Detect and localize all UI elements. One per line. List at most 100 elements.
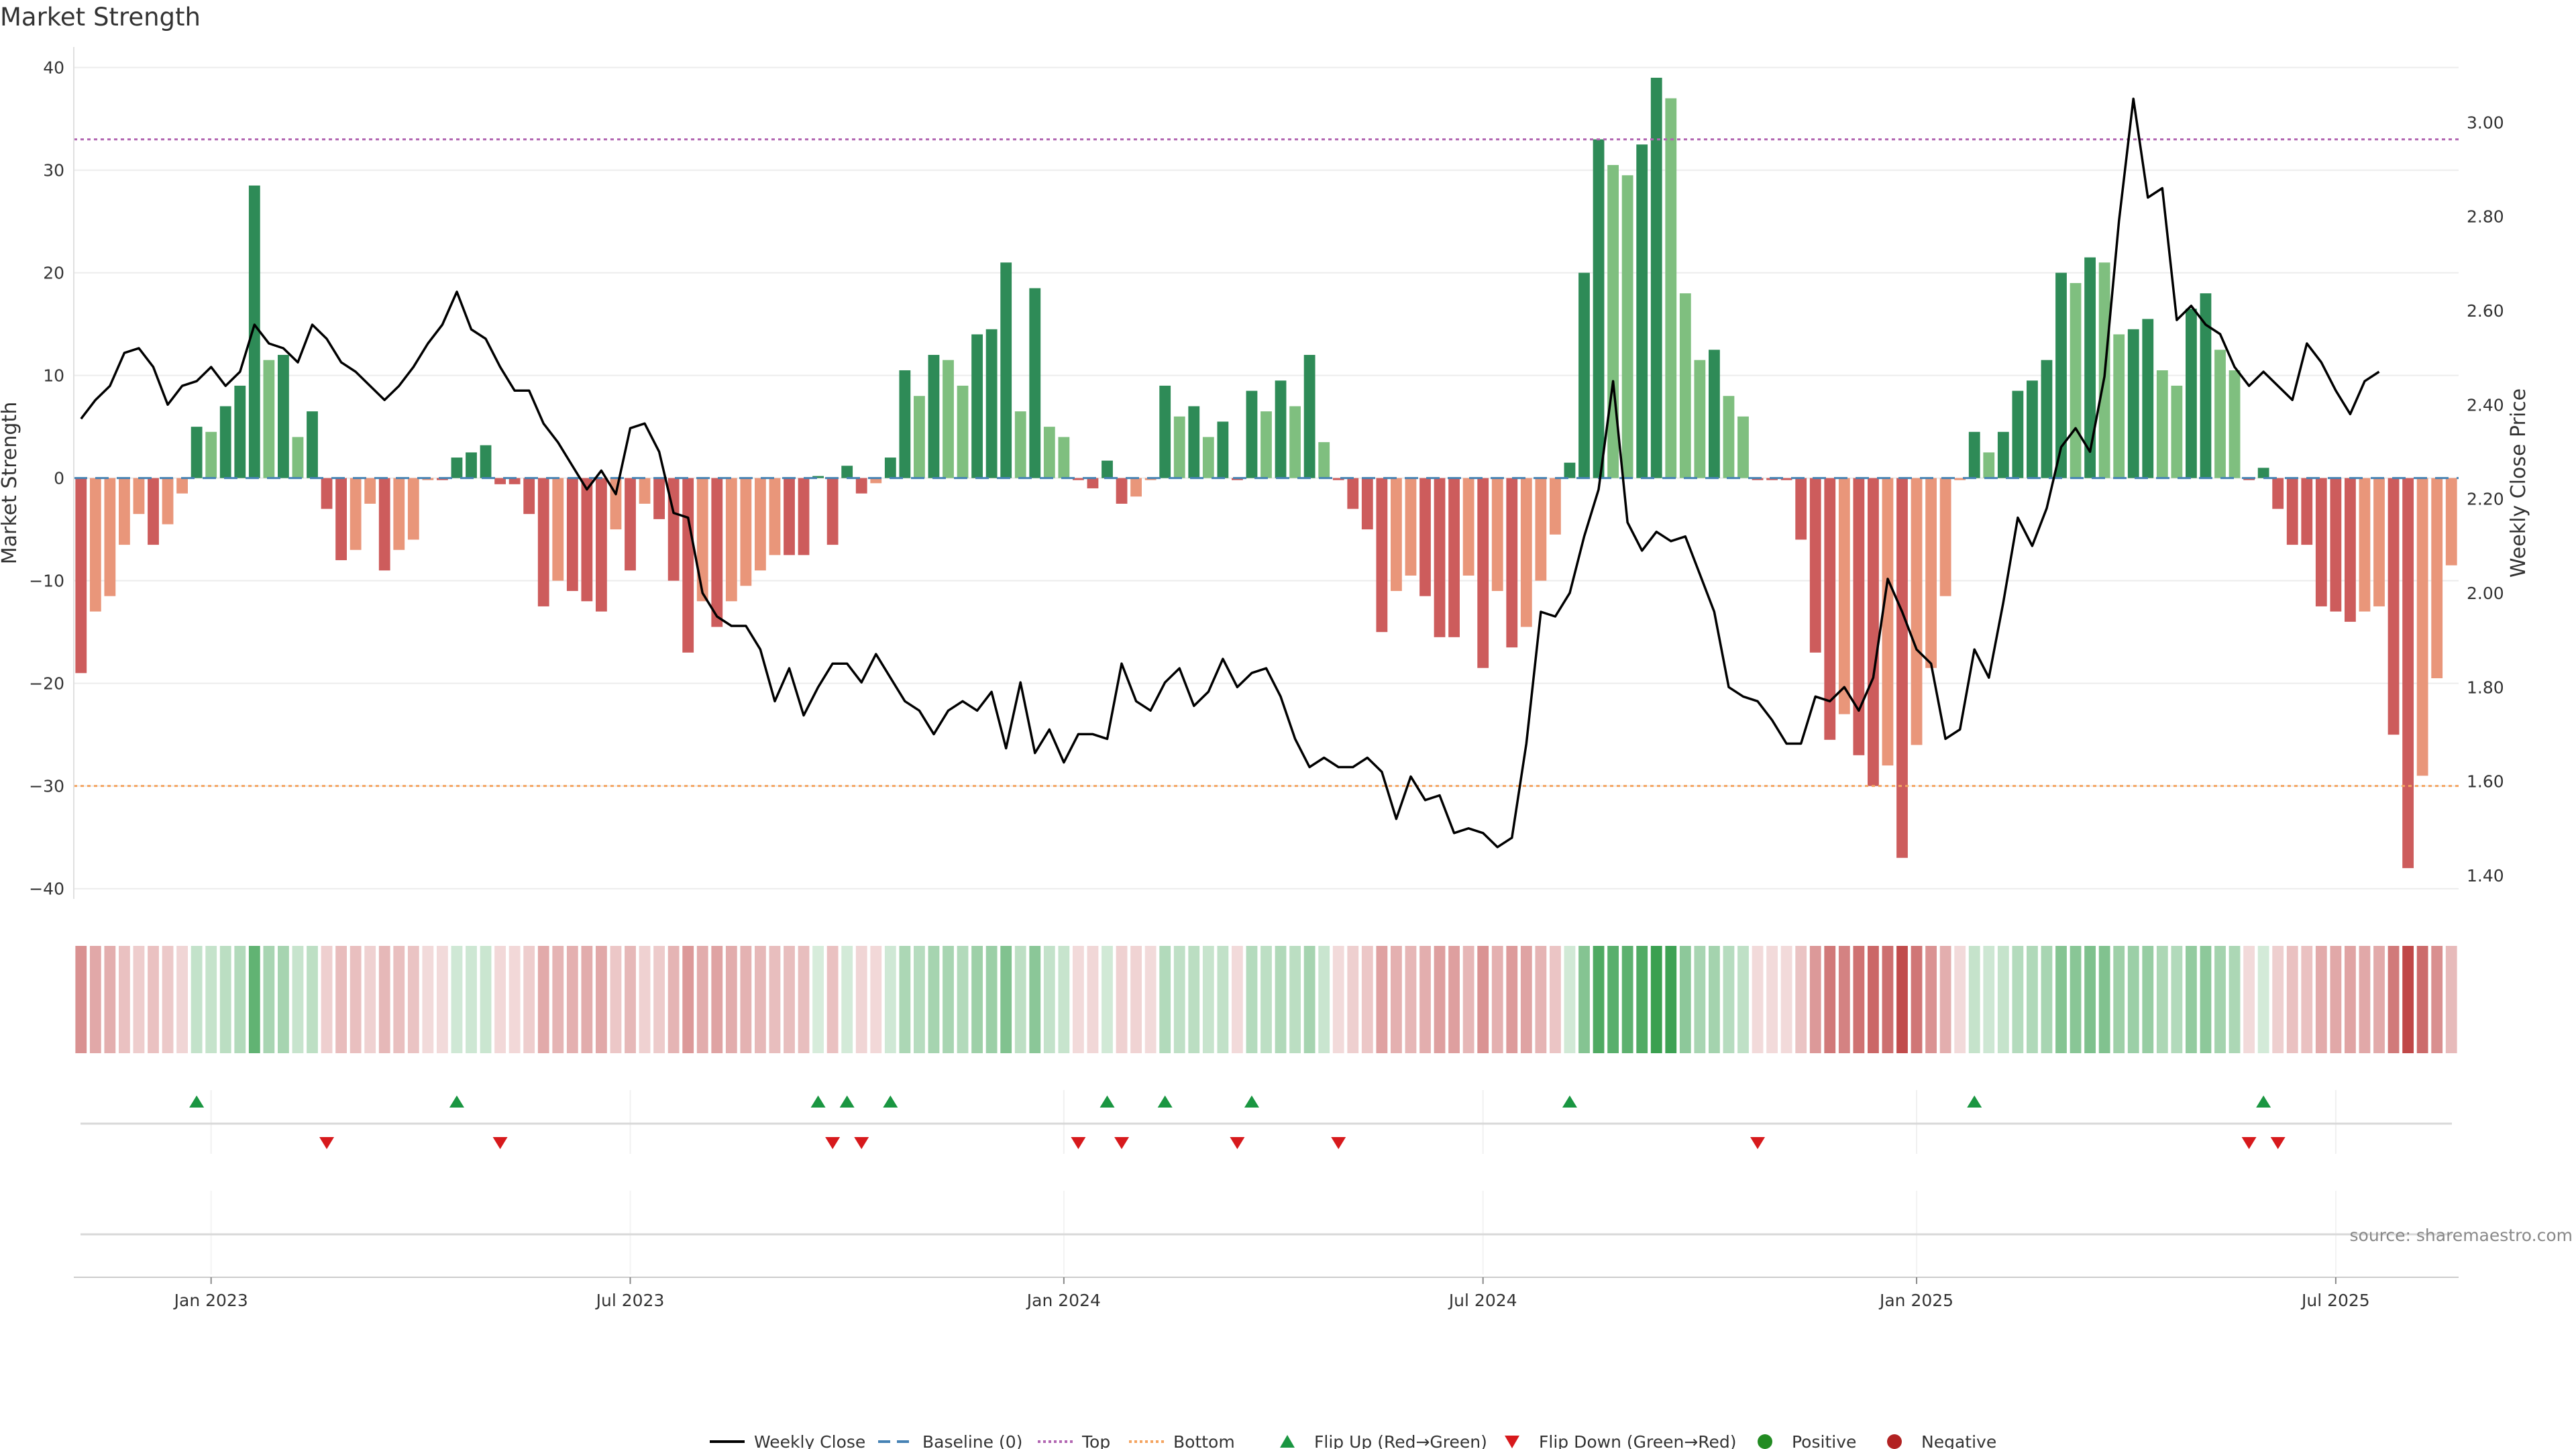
strength-bar <box>2171 385 2183 478</box>
y-tick-label-right: 2.80 <box>2467 207 2504 227</box>
heat-cell <box>1564 946 1576 1053</box>
heat-cell <box>1246 946 1258 1053</box>
heat-cell <box>1391 946 1402 1053</box>
heat-cell <box>2301 946 2313 1053</box>
heat-cell <box>378 946 390 1053</box>
heat-cell <box>1448 946 1460 1053</box>
heat-cell <box>2359 946 2371 1053</box>
heat-cell <box>1043 946 1055 1053</box>
strength-bar <box>552 478 564 581</box>
strength-bar <box>1593 139 1605 478</box>
strength-bar <box>841 466 853 478</box>
heat-cell <box>1419 946 1431 1053</box>
heat-cell <box>581 946 593 1053</box>
strength-bar <box>928 355 940 478</box>
heat-cell <box>335 946 347 1053</box>
heat-cell <box>1896 946 1908 1053</box>
flip-up-marker <box>1099 1095 1115 1108</box>
strength-bar <box>508 478 521 484</box>
strength-bar <box>1073 478 1084 480</box>
strength-bar <box>422 478 434 480</box>
heat-cell <box>2127 946 2139 1053</box>
strength-bar <box>537 478 549 606</box>
strength-bar <box>364 478 376 504</box>
legend-label: Negative <box>1921 1432 1996 1449</box>
flip-up-marker <box>189 1095 205 1108</box>
heat-cell <box>2445 946 2457 1053</box>
y-axis-left-label: Market Strength <box>0 402 21 564</box>
heat-cell <box>1260 946 1272 1053</box>
heat-cell <box>1795 946 1807 1053</box>
strength-bar <box>1636 144 1648 478</box>
heat-cell <box>1232 946 1243 1053</box>
heat-cell <box>1550 946 1561 1053</box>
strength-bar <box>494 478 506 484</box>
strength-bar <box>1564 462 1576 478</box>
strength-bar <box>1405 478 1417 576</box>
strength-bar <box>1000 262 1012 478</box>
strength-bar <box>1318 442 1330 478</box>
heat-cell <box>1621 946 1633 1053</box>
strength-bar <box>812 476 824 478</box>
heat-cell <box>1058 946 1070 1053</box>
heat-cell <box>755 946 766 1053</box>
heat-cell <box>1318 946 1330 1053</box>
strength-bar <box>2186 309 2197 478</box>
strength-bar <box>335 478 347 561</box>
heat-cell <box>1636 946 1648 1053</box>
flip-down-marker <box>1114 1137 1130 1149</box>
strength-bar <box>2330 478 2342 612</box>
strength-bar <box>1997 431 2009 478</box>
heat-cell <box>1650 946 1662 1053</box>
heat-cell <box>2431 946 2443 1053</box>
x-tick-label: Jul 2024 <box>1448 1291 1517 1310</box>
y-tick-label-right: 1.80 <box>2467 678 2504 697</box>
heat-cell <box>2330 946 2342 1053</box>
heat-cell <box>2027 946 2038 1053</box>
strength-bar <box>1723 396 1735 478</box>
heat-cell <box>1014 946 1026 1053</box>
strength-bar <box>1434 478 1446 637</box>
strength-bar <box>1491 478 1503 591</box>
strength-bar <box>1232 478 1243 480</box>
strength-bar <box>2070 282 2082 478</box>
heat-cell <box>812 946 824 1053</box>
strength-bar <box>625 478 636 571</box>
heat-cell <box>437 946 448 1053</box>
strength-bar <box>2041 360 2053 478</box>
strength-bar <box>219 406 231 478</box>
heat-cell <box>2272 946 2284 1053</box>
heat-cell <box>1853 946 1865 1053</box>
heat-cell <box>957 946 969 1053</box>
strength-bar <box>451 458 463 478</box>
y-tick-label-left: −40 <box>29 879 64 899</box>
strength-bar <box>1939 478 1951 596</box>
strength-bar <box>234 385 246 478</box>
heat-cell <box>2156 946 2168 1053</box>
strength-bar <box>1144 478 1157 480</box>
heat-cell <box>407 946 419 1053</box>
strength-bar <box>1102 460 1113 478</box>
heat-cell <box>1824 946 1836 1053</box>
strength-bar <box>2055 272 2067 478</box>
strength-bar <box>2315 478 2327 606</box>
strength-bar <box>1838 478 1850 714</box>
strength-bar <box>711 478 723 627</box>
heat-cell <box>2243 946 2255 1053</box>
heat-cell <box>1029 946 1041 1053</box>
heat-cell <box>1954 946 1966 1053</box>
strength-bar <box>1462 478 1474 576</box>
strength-bar <box>75 478 87 674</box>
axes-layer: 40 30 20 10 0 −10 −20 −30 −40 3.00 2.80 2.60 2.40 2.2… <box>29 47 2504 899</box>
y-tick-label-left: −30 <box>29 777 64 796</box>
heat-cell <box>610 946 622 1053</box>
strength-bar <box>1824 478 1836 740</box>
heat-cell <box>2113 946 2125 1053</box>
legend: Weekly Close Baseline (0) Top Bottom Flip Up… <box>710 1432 1996 1449</box>
strength-bar <box>2229 370 2241 478</box>
strength-bar <box>1925 478 1937 668</box>
heat-cell <box>2186 946 2197 1053</box>
y-tick-label-right: 1.40 <box>2467 866 2504 885</box>
strength-bar <box>2272 478 2284 509</box>
heat-cell <box>1434 946 1446 1053</box>
